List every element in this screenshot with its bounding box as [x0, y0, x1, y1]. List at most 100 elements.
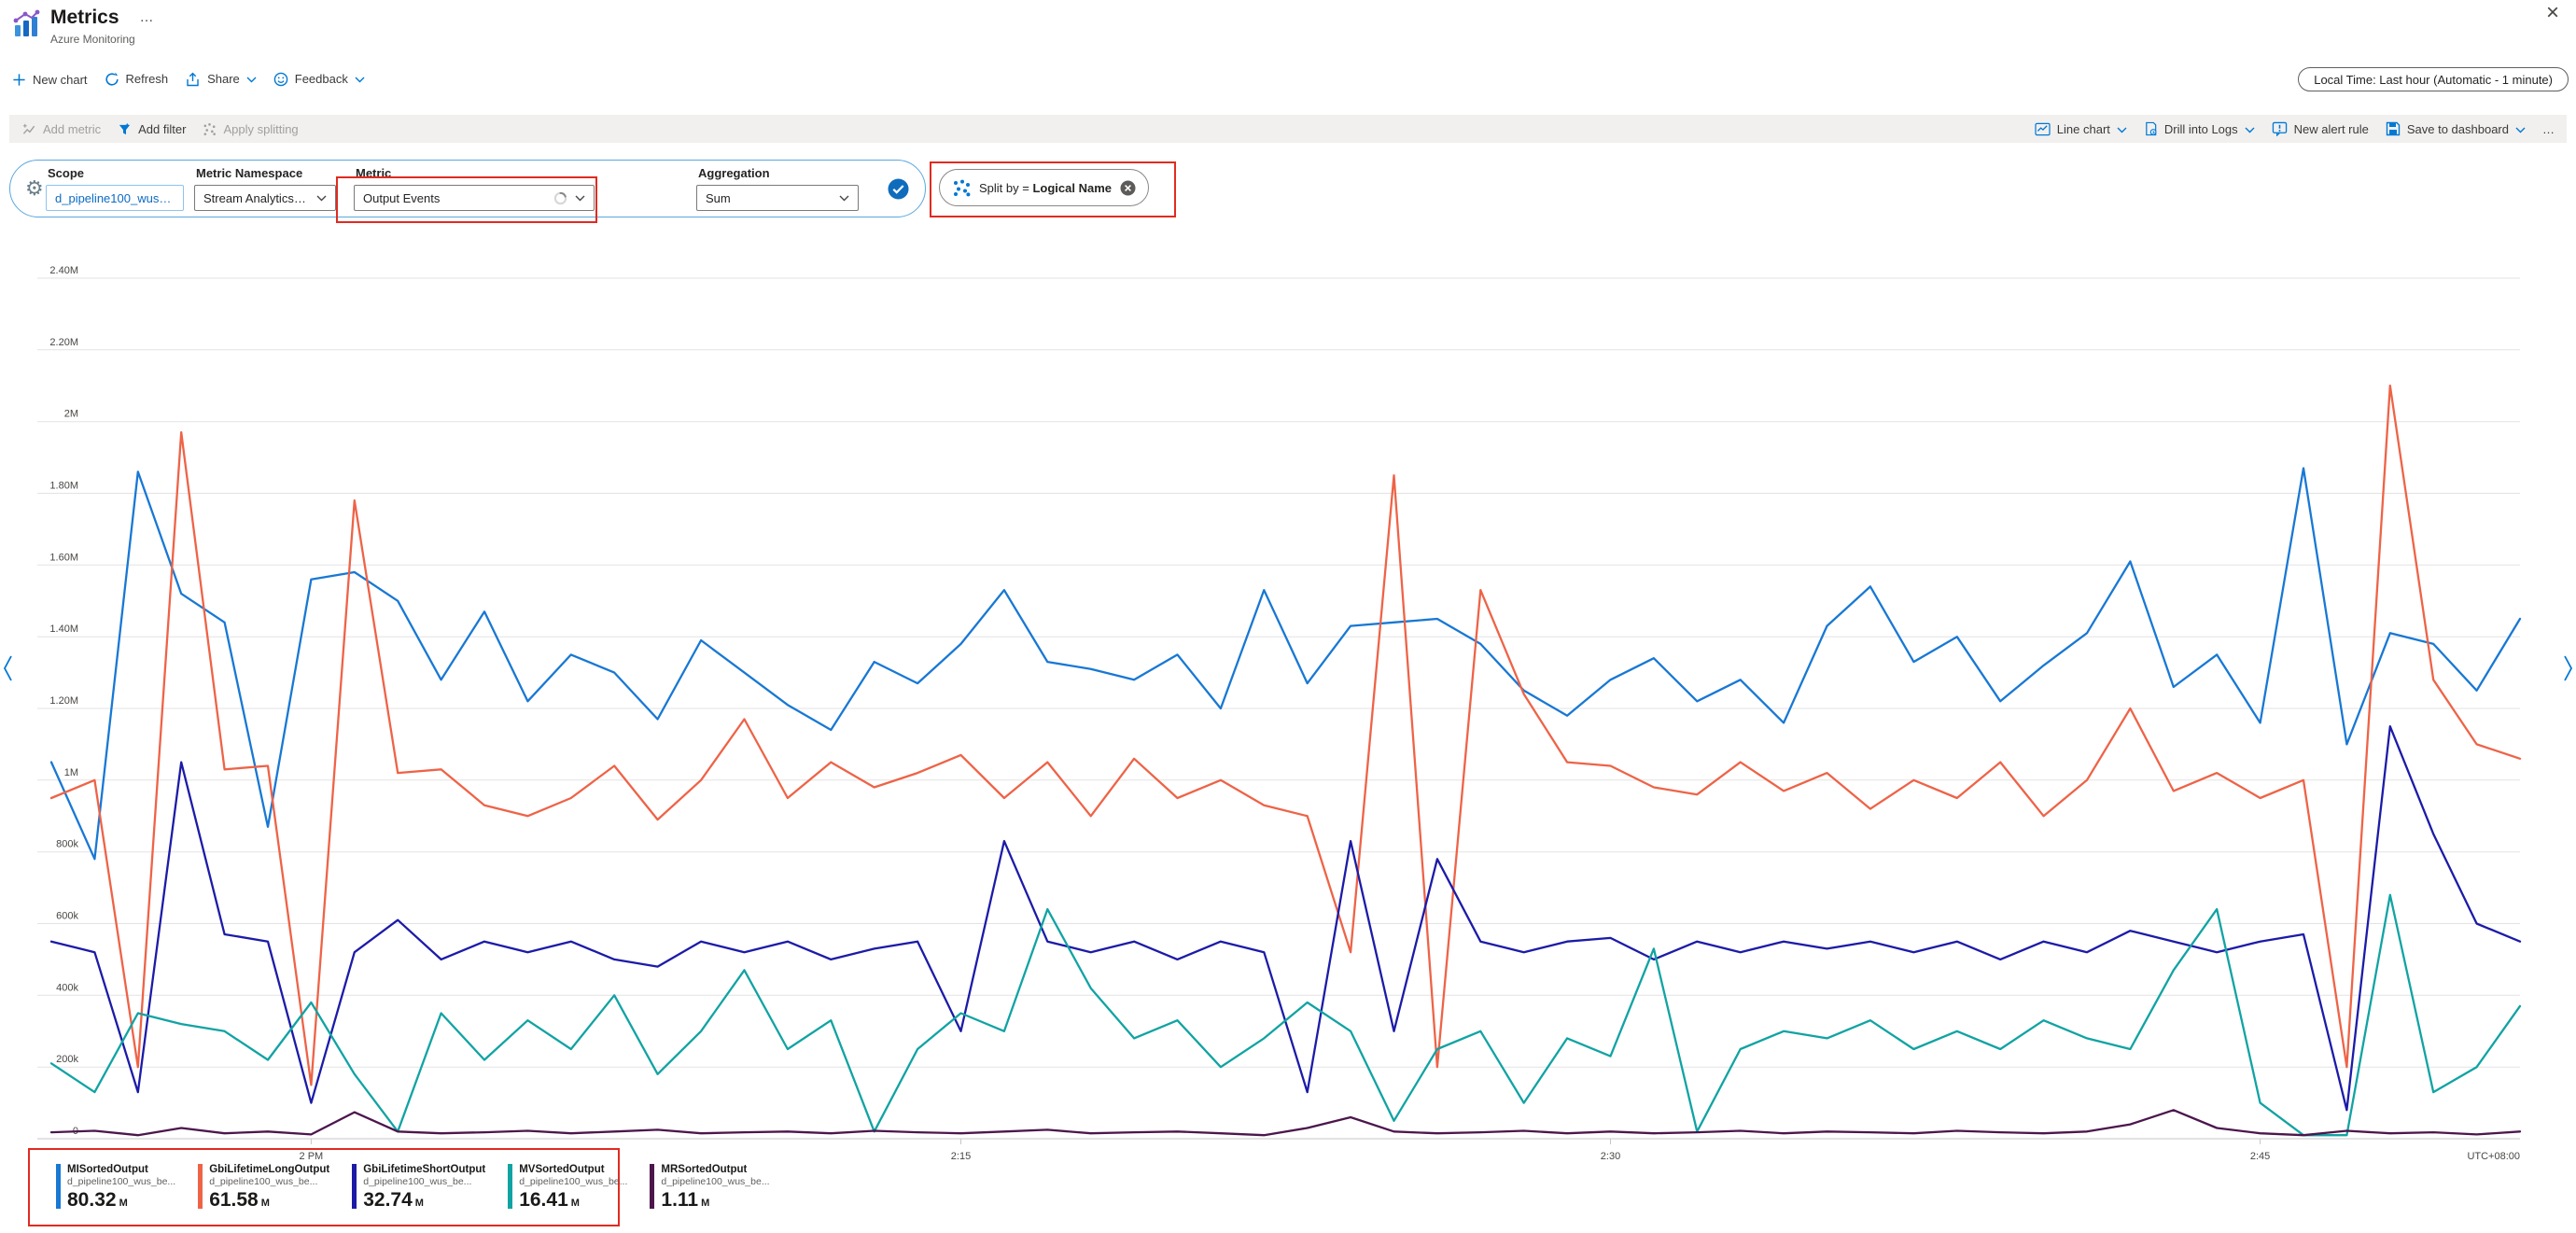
- chevron-down-icon: [246, 72, 257, 86]
- y-axis-tick-label: 400k: [56, 982, 78, 993]
- y-axis-tick-label: 200k: [56, 1054, 78, 1065]
- toolbar-new-chart[interactable]: New chart: [4, 66, 96, 92]
- series-line-MISortedOutput: [49, 467, 2522, 861]
- namespace-column: Metric Namespace Stream Analytics job st…: [194, 166, 336, 211]
- legend-value-number: 32.74: [363, 1189, 413, 1211]
- chart-toolbar-[interactable]: …: [2534, 116, 2563, 142]
- y-axis-tick-label: 1.80M: [49, 481, 78, 492]
- legend-item-MVSortedOutput[interactable]: MVSortedOutput d_pipeline100_wus_be... 16.…: [508, 1164, 627, 1211]
- legend-resource-name: d_pipeline100_wus_be...: [519, 1176, 628, 1187]
- legend-item-GbiLifetimeShortOutput[interactable]: GbiLifetimeShortOutput d_pipeline100_wus_…: [352, 1164, 485, 1211]
- x-axis-tick-label: 2:45: [2250, 1151, 2270, 1162]
- page-title: Metrics: [50, 7, 119, 28]
- legend-value: 1.11 M: [661, 1189, 769, 1211]
- y-axis-tick-label: 2M: [64, 409, 78, 420]
- metric-namespace-label: Metric Namespace: [196, 166, 303, 180]
- legend-color-bar: [56, 1164, 61, 1209]
- scope-input[interactable]: d_pipeline100_wus_Before...: [46, 185, 184, 211]
- chevron-down-icon: [316, 195, 327, 201]
- legend-value-unit: M: [570, 1198, 580, 1209]
- legend-resource-name: d_pipeline100_wus_be...: [209, 1176, 318, 1187]
- split-by-pill[interactable]: Split by = Logical Name: [939, 169, 1149, 206]
- legend-resource-name: d_pipeline100_wus_be...: [363, 1176, 472, 1187]
- y-axis-tick-label: 600k: [56, 911, 78, 922]
- chevron-down-icon: [355, 72, 365, 86]
- y-axis-tick-label: 1.60M: [49, 552, 78, 563]
- series-line-MRSortedOutput: [49, 1109, 2522, 1137]
- legend-value-number: 61.58: [209, 1189, 259, 1211]
- legend-value: 16.41 M: [519, 1189, 627, 1211]
- series-line-MVSortedOutput: [49, 893, 2522, 1137]
- toolbar-feedback[interactable]: Feedback: [265, 66, 373, 92]
- legend-series-name: GbiLifetimeShortOutput: [363, 1164, 486, 1175]
- chart-toolbar-apply-splitting: Apply splitting: [194, 116, 306, 142]
- time-range-picker[interactable]: Local Time: Last hour (Automatic - 1 min…: [2298, 67, 2569, 91]
- line-chart-icon: [2035, 122, 2051, 136]
- metric-dropdown[interactable]: Output Events: [354, 185, 595, 211]
- toolbar-refresh[interactable]: Refresh: [96, 66, 177, 92]
- chart-toolbar-add-filter[interactable]: Add filter: [109, 116, 194, 142]
- button-label: Drill into Logs: [2163, 121, 2238, 136]
- legend-value: 80.32 M: [67, 1189, 175, 1211]
- legend-value-unit: M: [701, 1198, 710, 1209]
- legend-item-MISortedOutput[interactable]: MISortedOutput d_pipeline100_wus_be... 80.…: [56, 1164, 175, 1211]
- metric-picker: ⚙ Scope d_pipeline100_wus_Before... Metr…: [9, 160, 926, 217]
- chart-toolbar-new-alert-rule[interactable]: New alert rule: [2263, 116, 2377, 142]
- series-line-GbiLifetimeLongOutput: [49, 385, 2522, 1086]
- legend-item-GbiLifetimeLongOutput[interactable]: GbiLifetimeLongOutput d_pipeline100_wus_b…: [198, 1164, 329, 1211]
- button-label: Feedback: [294, 72, 348, 87]
- legend-color-bar: [508, 1164, 513, 1209]
- header-more-icon[interactable]: …: [139, 9, 155, 25]
- button-label: Save to dashboard: [2406, 121, 2509, 136]
- scope-column: Scope d_pipeline100_wus_Before...: [46, 166, 184, 211]
- legend-value: 32.74 M: [363, 1189, 485, 1211]
- toolbar-share[interactable]: Share: [176, 66, 265, 92]
- remove-split-icon[interactable]: [1120, 180, 1136, 196]
- y-axis-tick-label: 1M: [64, 767, 78, 778]
- apply-splitting-icon: [203, 122, 217, 136]
- legend-item-MRSortedOutput[interactable]: MRSortedOutput d_pipeline100_wus_be... 1.1…: [650, 1164, 770, 1211]
- command-bar: New chart Refresh Share Feedback Local Time…: [4, 65, 2569, 93]
- loading-spinner-icon: [553, 191, 567, 204]
- legend-resource-name: d_pipeline100_wus_be...: [661, 1176, 770, 1187]
- aggregation-column: Aggregation Sum: [696, 166, 859, 211]
- page-header: Metrics … Azure Monitoring: [11, 6, 155, 46]
- chart-toolbar-drill-into-logs[interactable]: Drill into Logs: [2135, 116, 2263, 142]
- close-icon[interactable]: ×: [2545, 0, 2559, 25]
- alert-icon: [2272, 121, 2288, 136]
- button-label: Apply splitting: [223, 121, 299, 136]
- drill-logs-icon: [2144, 121, 2158, 136]
- legend-color-bar: [198, 1164, 203, 1209]
- share-icon: [185, 72, 201, 87]
- button-label: Add filter: [138, 121, 187, 136]
- split-by-text: Split by = Logical Name: [979, 180, 1112, 195]
- chevron-down-icon: [2117, 122, 2127, 136]
- previous-chart-chevron-icon[interactable]: [2, 653, 14, 683]
- button-label: Refresh: [125, 72, 169, 87]
- y-axis-tick-label: 2.40M: [49, 265, 78, 276]
- chart-toolbar-line-chart[interactable]: Line chart: [2026, 116, 2135, 142]
- metric-column: Metric Output Events: [354, 166, 595, 211]
- legend-value-unit: M: [260, 1198, 270, 1209]
- next-chart-chevron-icon[interactable]: [2562, 653, 2574, 683]
- plus-icon: [12, 73, 26, 87]
- chevron-down-icon: [2245, 122, 2255, 136]
- legend-value-unit: M: [414, 1198, 424, 1209]
- chart-toolbar: Add metric Add filter Apply splitting Line…: [9, 115, 2567, 143]
- chart-legend: MISortedOutput d_pipeline100_wus_be... 80.…: [28, 1148, 770, 1226]
- split-scatter-icon: [954, 179, 971, 196]
- x-axis-tick-label: 2:15: [951, 1151, 971, 1162]
- stream-analytics-gear-icon: ⚙: [25, 176, 44, 200]
- y-axis-tick-label: 1.40M: [49, 624, 78, 635]
- scope-label: Scope: [48, 166, 85, 180]
- smiley-icon: [273, 72, 288, 87]
- legend-color-bar: [352, 1164, 357, 1209]
- page-subtitle: Azure Monitoring: [50, 33, 135, 46]
- legend-series-name: GbiLifetimeLongOutput: [209, 1164, 330, 1175]
- metric-namespace-dropdown[interactable]: Stream Analytics job sta...: [194, 185, 336, 211]
- chart-toolbar-save-to-dashboard[interactable]: Save to dashboard: [2377, 116, 2534, 142]
- aggregation-dropdown[interactable]: Sum: [696, 185, 859, 211]
- button-label: Add metric: [43, 121, 102, 136]
- legend-series-name: MVSortedOutput: [519, 1164, 605, 1175]
- series-line-GbiLifetimeShortOutput: [49, 725, 2522, 1112]
